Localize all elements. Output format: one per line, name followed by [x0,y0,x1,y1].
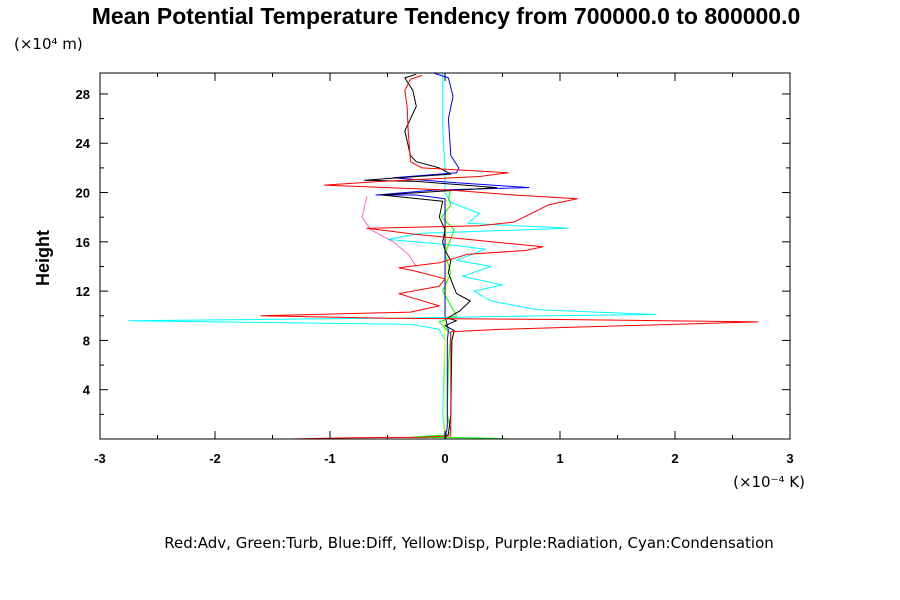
x-tick-marks [99,73,791,439]
series-line-1 [361,196,417,267]
x-tick-label: 2 [671,451,678,466]
y-tick-label: 20 [76,186,90,201]
x-unit-label: (×10⁻⁴ K) [733,473,805,491]
y-tick-label: 12 [76,284,90,299]
chart-legend: Red:Adv, Green:Turb, Blue:Diff, Yellow:D… [164,534,774,552]
series-line-2 [444,198,447,439]
series-line-4 [375,72,530,440]
series-layer [128,72,759,440]
y-tick-labels: 4 8 12 16 20 24 28 [76,87,91,398]
x-tick-label: 1 [556,451,563,466]
y-tick-label: 4 [83,383,91,398]
series-line-0 [128,73,656,439]
series-line-5 [364,73,498,440]
x-tick-label: -3 [94,451,106,466]
x-tick-label: 0 [441,451,448,466]
y-tick-label: 16 [76,235,90,250]
y-axis-title: Height [33,230,53,286]
x-tick-labels: -3 -2 -1 0 1 2 3 [94,451,793,466]
x-tick-label: 3 [786,451,793,466]
x-tick-label: -1 [324,451,336,466]
y-tick-label: 24 [76,136,91,151]
y-unit-label: (×10⁴ m) [14,35,83,53]
series-line-6 [260,75,759,440]
y-tick-label: 28 [76,87,90,102]
chart-title: Mean Potential Temperature Tendency from… [92,3,801,29]
y-tick-marks [100,93,790,415]
y-tick-label: 8 [83,333,90,348]
x-tick-label: -2 [209,451,221,466]
